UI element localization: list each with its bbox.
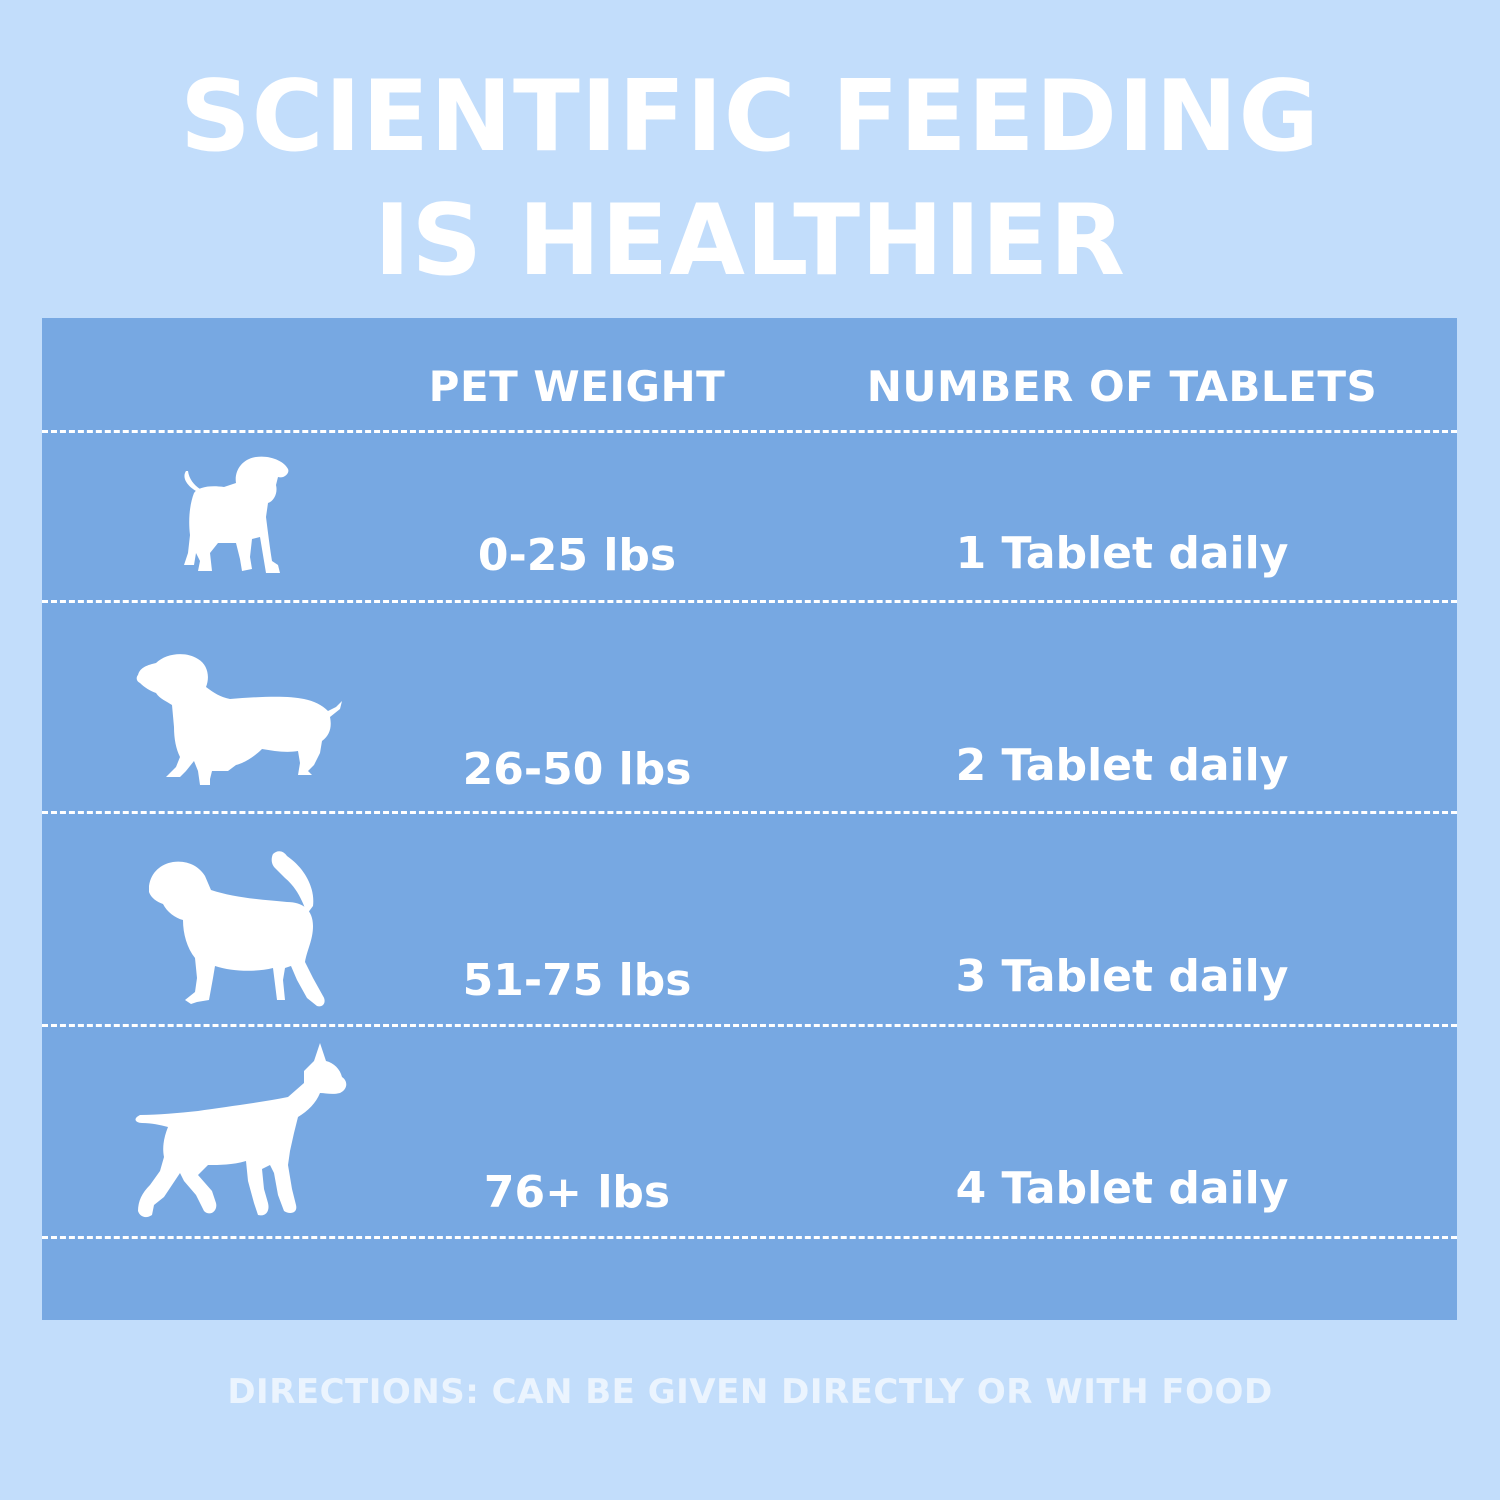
weight-value: 0-25 lbs xyxy=(477,530,677,581)
feeding-table: PET WEIGHT NUMBER OF TABLETS 0-25 lbs 1 … xyxy=(42,318,1457,1320)
directions-note: DIRECTIONS: CAN BE GIVEN DIRECTLY OR WIT… xyxy=(227,1372,1273,1412)
weight-value: 51-75 lbs xyxy=(462,955,692,1006)
weight-value: 76+ lbs xyxy=(483,1167,671,1218)
table-row: 51-75 lbs 3 Tablet daily xyxy=(42,814,1457,1024)
large-dog-icon xyxy=(128,1041,348,1223)
hound-icon xyxy=(147,850,329,1010)
page-title: SCIENTIFIC FEEDING IS HEALTHIER xyxy=(0,55,1500,303)
table-row: 26-50 lbs 2 Tablet daily xyxy=(42,603,1457,811)
weight-value: 26-50 lbs xyxy=(462,744,692,795)
table-row: 0-25 lbs 1 Tablet daily xyxy=(42,433,1457,601)
divider xyxy=(42,1024,1457,1027)
dachshund-icon xyxy=(136,653,346,785)
header-number-of-tablets: NUMBER OF TABLETS xyxy=(866,362,1378,411)
tablets-value: 2 Tablet daily xyxy=(955,740,1289,791)
tablets-value: 4 Tablet daily xyxy=(955,1163,1289,1214)
title-line-1: SCIENTIFIC FEEDING xyxy=(180,60,1320,174)
table-row: 76+ lbs 4 Tablet daily xyxy=(42,1027,1457,1235)
tablets-value: 1 Tablet daily xyxy=(955,528,1289,579)
divider xyxy=(42,430,1457,433)
divider xyxy=(42,1236,1457,1239)
tablets-value: 3 Tablet daily xyxy=(955,951,1289,1002)
header-pet-weight: PET WEIGHT xyxy=(428,362,726,411)
small-dog-icon xyxy=(180,453,292,583)
title-line-2: IS HEALTHIER xyxy=(374,184,1126,298)
divider xyxy=(42,600,1457,603)
divider xyxy=(42,811,1457,814)
